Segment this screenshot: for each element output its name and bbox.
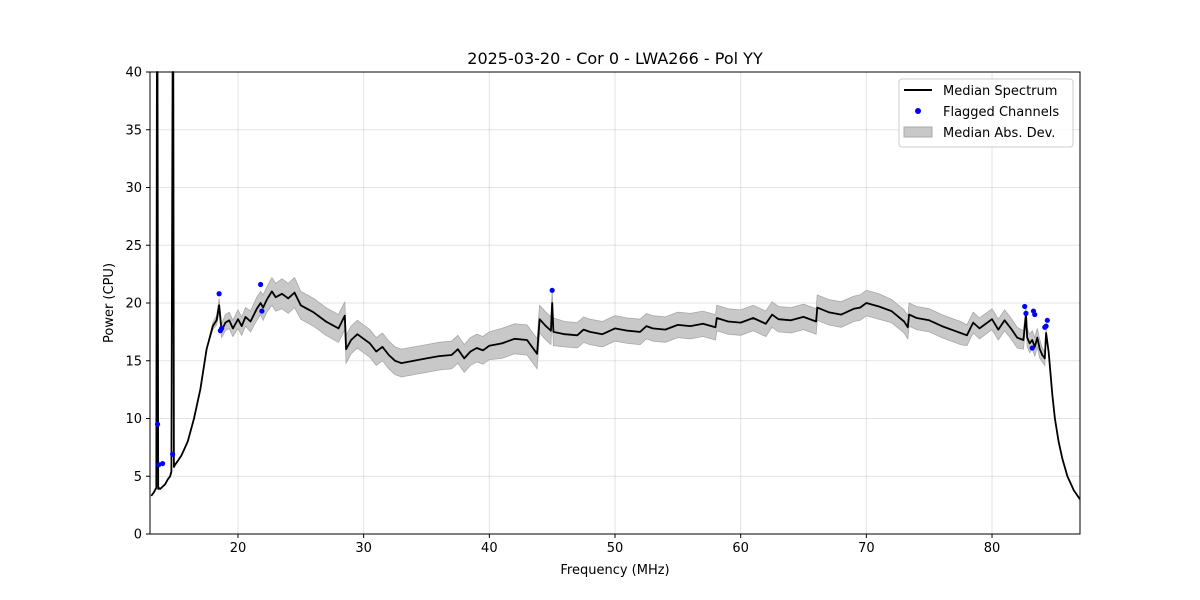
x-tick-label: 30 — [355, 541, 372, 556]
legend-label-flagged-channels: Flagged Channels — [943, 105, 1059, 120]
flagged-channel-point — [257, 281, 264, 288]
flagged-channel-point — [219, 325, 225, 332]
flagged-channel-point — [170, 451, 176, 457]
flagged-channel-point — [1032, 311, 1038, 318]
x-tick-label: 50 — [607, 541, 624, 556]
flagged-channel-point — [159, 460, 166, 467]
y-tick-label: 15 — [125, 354, 142, 369]
y-tick-label: 0 — [134, 528, 142, 543]
flagged-channel-point — [259, 308, 265, 314]
y-tick-label: 10 — [125, 412, 142, 427]
flagged-channel-point — [1022, 303, 1028, 310]
legend-label-median-spectrum: Median Spectrum — [943, 84, 1057, 99]
legend-marker-swatch — [915, 108, 921, 114]
y-tick-label: 25 — [125, 239, 142, 254]
flagged-channel-point — [1044, 317, 1050, 323]
flagged-channel-point — [154, 421, 161, 427]
x-tick-label: 70 — [858, 541, 875, 556]
y-tick-label: 30 — [125, 181, 142, 196]
y-tick-label: 40 — [125, 66, 142, 81]
flagged-channel-point — [1043, 323, 1049, 329]
x-tick-label: 40 — [481, 541, 498, 556]
y-tick-label: 35 — [125, 123, 142, 138]
legend-label-median-abs-dev: Median Abs. Dev. — [943, 126, 1055, 141]
flagged-channel-point — [549, 287, 555, 293]
flagged-channel-point — [216, 291, 222, 297]
tick-layer: 20 30 40 50 60 70 80 0 5 10 15 20 25 30 35 40 — [125, 66, 1000, 557]
legend: Median Spectrum Flagged Channels Median … — [898, 78, 1074, 148]
legend-band-swatch — [903, 126, 933, 138]
median-spectrum-line — [150, 71, 1081, 500]
x-tick-label: 20 — [230, 541, 247, 556]
x-tick-label: 60 — [732, 541, 749, 556]
y-tick-label: 5 — [134, 470, 142, 485]
flagged-channel-point — [1029, 345, 1035, 351]
x-axis-label: Frequency (MHz) — [560, 563, 669, 578]
flagged-channel-point — [1023, 310, 1029, 316]
flagged-points-layer — [154, 281, 1050, 468]
x-tick-label: 80 — [984, 541, 1001, 556]
chart-title: 2025-03-20 - Cor 0 - LWA266 - Pol YY — [467, 49, 763, 68]
legend-box — [898, 78, 1074, 148]
y-tick-label: 20 — [125, 297, 142, 312]
y-axis-label: Power (CPU) — [102, 263, 117, 343]
median-line-layer — [150, 71, 1081, 500]
